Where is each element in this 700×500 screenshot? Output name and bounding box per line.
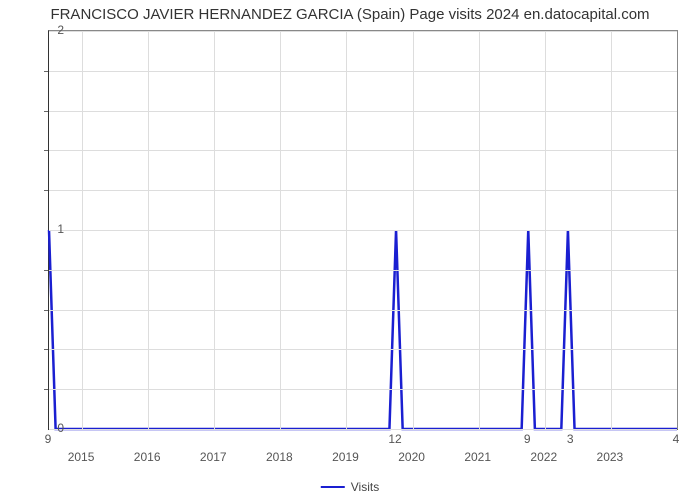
grid-horizontal bbox=[49, 111, 677, 112]
ytick-minor bbox=[44, 349, 48, 350]
grid-horizontal bbox=[49, 429, 677, 430]
ytick-minor bbox=[44, 190, 48, 191]
ytick-minor bbox=[44, 71, 48, 72]
x-axis-year-label: 2015 bbox=[68, 450, 95, 464]
legend-label: Visits bbox=[351, 480, 379, 494]
chart-container: FRANCISCO JAVIER HERNANDEZ GARCIA (Spain… bbox=[0, 0, 700, 500]
grid-horizontal bbox=[49, 310, 677, 311]
grid-horizontal bbox=[49, 230, 677, 231]
x-axis-year-label: 2019 bbox=[332, 450, 359, 464]
ytick-minor bbox=[44, 389, 48, 390]
ytick-minor bbox=[44, 270, 48, 271]
grid-horizontal bbox=[49, 190, 677, 191]
x-axis-year-label: 2018 bbox=[266, 450, 293, 464]
x-axis-top-label: 9 bbox=[45, 432, 52, 446]
x-axis-top-label: 3 bbox=[567, 432, 574, 446]
x-axis-top-label: 4 bbox=[673, 432, 680, 446]
ytick-minor bbox=[44, 150, 48, 151]
x-axis-year-label: 2021 bbox=[464, 450, 491, 464]
x-axis-year-label: 2017 bbox=[200, 450, 227, 464]
x-axis-year-label: 2022 bbox=[530, 450, 557, 464]
grid-horizontal bbox=[49, 389, 677, 390]
x-axis-year-label: 2023 bbox=[597, 450, 624, 464]
x-axis-year-label: 2016 bbox=[134, 450, 161, 464]
plot-area bbox=[48, 30, 678, 430]
x-axis-top-label: 12 bbox=[388, 432, 401, 446]
legend-swatch bbox=[321, 486, 345, 488]
y-axis-label: 1 bbox=[24, 222, 64, 236]
ytick-minor bbox=[44, 111, 48, 112]
grid-horizontal bbox=[49, 349, 677, 350]
legend: Visits bbox=[321, 480, 379, 494]
x-axis-top-label: 9 bbox=[524, 432, 531, 446]
grid-horizontal bbox=[49, 270, 677, 271]
grid-horizontal bbox=[49, 31, 677, 32]
y-axis-label: 2 bbox=[24, 23, 64, 37]
ytick-minor bbox=[44, 310, 48, 311]
grid-horizontal bbox=[49, 71, 677, 72]
x-axis-year-label: 2020 bbox=[398, 450, 425, 464]
grid-horizontal bbox=[49, 150, 677, 151]
chart-title: FRANCISCO JAVIER HERNANDEZ GARCIA (Spain… bbox=[0, 0, 700, 23]
